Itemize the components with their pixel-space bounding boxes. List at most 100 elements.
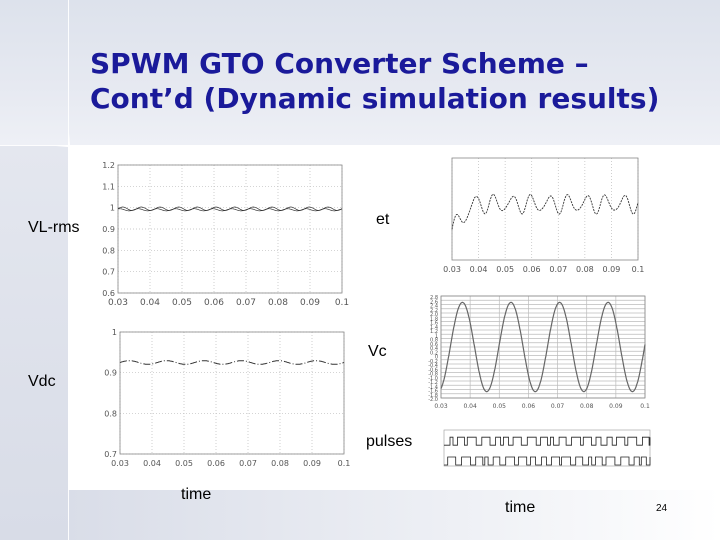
y-tick-label: -0.8 [428, 372, 438, 378]
x-tick-label: 0.1 [632, 265, 645, 274]
title-line-1: SPWM GTO Converter Scheme – [90, 47, 589, 80]
x-tick-label: 0.08 [268, 298, 288, 308]
y-tick-label: 1 [112, 328, 117, 337]
vertical-rule [68, 0, 69, 540]
x-tick-label: 0.05 [493, 403, 507, 410]
page-number: 24 [656, 503, 668, 514]
x-tick-label: 0.07 [236, 298, 256, 308]
x-tick-label: 0.06 [523, 265, 541, 274]
left-band [0, 145, 68, 540]
x-tick-label: 0.04 [470, 265, 488, 274]
x-tick-label: 0.04 [463, 403, 477, 410]
vl-rms-label: VL-rms [28, 219, 80, 236]
x-tick-label: 0.09 [300, 298, 320, 308]
y-tick-label: -0.4 [428, 363, 438, 369]
time-label-right: time [505, 499, 536, 516]
pulse-train [444, 456, 651, 466]
y-tick-label: -0.6 [428, 367, 438, 373]
bottom-band [68, 490, 720, 540]
title-line-2: Cont’d (Dynamic simulation results) [90, 82, 660, 115]
x-tick-label: 0.03 [108, 298, 128, 308]
y-tick-label: 2.0 [430, 312, 438, 318]
x-tick-label: 0.06 [522, 403, 536, 410]
y-tick-label: 1.4 [430, 325, 438, 331]
time-label-left: time [181, 486, 212, 503]
x-tick-label: 0.05 [175, 459, 193, 468]
x-tick-label: 0.05 [172, 298, 192, 308]
x-tick-label: 0.09 [603, 265, 621, 274]
y-tick-label: 0.7 [104, 450, 117, 459]
x-tick-label: 0.03 [434, 403, 448, 410]
series-line [119, 360, 345, 365]
x-tick-label: 0.04 [143, 459, 161, 468]
y-tick-label: 0.2 [430, 350, 438, 356]
plot-frame [117, 164, 343, 294]
x-tick-label: 0.05 [496, 265, 514, 274]
horizontal-rule [0, 145, 720, 146]
x-tick-label: 0.08 [271, 459, 289, 468]
y-tick-label: -0.2 [428, 359, 438, 365]
header-band [0, 0, 720, 145]
y-tick-label: -2.0 [428, 397, 438, 403]
y-tick-label: 2.2 [430, 308, 438, 314]
et-plot: 0.03 0.04 0.05 0.06 0.07 0.08 0.09 0.1 [424, 150, 654, 280]
plot-frame [443, 429, 651, 467]
x-tick-label: 0.08 [580, 403, 594, 410]
y-tick-label: 0 [435, 355, 438, 361]
x-tick-label: 0.07 [549, 265, 567, 274]
x-tick-label: 0.1 [640, 403, 650, 410]
x-tick-label: 0.1 [338, 459, 351, 468]
y-tick-label: -1.0 [428, 376, 438, 382]
vdc-plot: 0.03 0.04 0.05 0.06 0.07 0.08 0.09 0.1 1 0.9 0.8 0.… [90, 318, 358, 471]
y-tick-label: 1.6 [430, 321, 438, 327]
x-tick-label: 0.03 [443, 265, 461, 274]
et-label: et [376, 211, 390, 228]
pulse-train [444, 436, 651, 446]
pulses-plot [418, 426, 658, 470]
y-tick-label: 0.8 [104, 409, 117, 418]
y-tick-label: 2.6 [430, 299, 438, 305]
y-tick-label: 0.6 [102, 289, 115, 298]
y-tick-label: 2.4 [430, 304, 438, 310]
y-tick-label: 1.8 [430, 316, 438, 322]
x-tick-label: 0.07 [239, 459, 257, 468]
y-tick-label: 1 [435, 333, 438, 339]
x-tick-label: 0.09 [609, 403, 623, 410]
x-tick-label: 0.06 [204, 298, 224, 308]
y-tick-label: -1.6 [428, 389, 438, 395]
series-line [451, 193, 639, 230]
pulses-label: pulses [366, 433, 413, 450]
y-tick-label: -1.4 [428, 384, 438, 390]
y-tick-label: 0.8 [102, 246, 115, 255]
plot-frame [119, 331, 345, 455]
vl-rms-plot: 0.03 0.04 0.05 0.06 0.07 0.08 0.09 0.1 1.2 1.1 1 0.… [90, 155, 368, 312]
y-tick-label: 0.7 [102, 268, 115, 277]
series-line [117, 208, 343, 212]
y-tick-label: 0.4 [430, 346, 438, 352]
x-tick-label: 0.08 [576, 265, 594, 274]
x-tick-label: 0.09 [303, 459, 321, 468]
sparkle-icon [56, 133, 82, 159]
x-tick-label: 0.1 [335, 298, 349, 308]
y-tick-label: -1.8 [428, 393, 438, 399]
plot-frame [451, 157, 639, 261]
y-tick-label: 1.2 [430, 329, 438, 335]
series-line [440, 301, 646, 393]
y-tick-label: -1.2 [428, 380, 438, 386]
y-tick-label: 0.6 [430, 342, 438, 348]
slide-title: SPWM GTO Converter Scheme – Cont’d (Dyna… [90, 46, 710, 116]
y-tick-label: 0.9 [102, 225, 115, 234]
vc-plot: 0.03 0.04 0.05 0.06 0.07 0.08 0.09 0.1 2.8 2.6 2.4… [419, 290, 656, 412]
y-tick-label: 0.8 [430, 338, 438, 344]
y-tick-label: 0.9 [104, 369, 117, 378]
vc-label: Vc [368, 343, 387, 360]
y-tick-label: 1.2 [102, 161, 115, 170]
y-tick-label: 1.1 [102, 182, 115, 191]
vdc-label: Vdc [28, 373, 56, 390]
y-tick-label: 1 [110, 204, 115, 213]
y-tick-label: 2.8 [430, 295, 438, 301]
x-tick-label: 0.06 [207, 459, 225, 468]
x-tick-label: 0.03 [111, 459, 129, 468]
x-tick-label: 0.07 [551, 403, 565, 410]
x-tick-label: 0.04 [140, 298, 160, 308]
